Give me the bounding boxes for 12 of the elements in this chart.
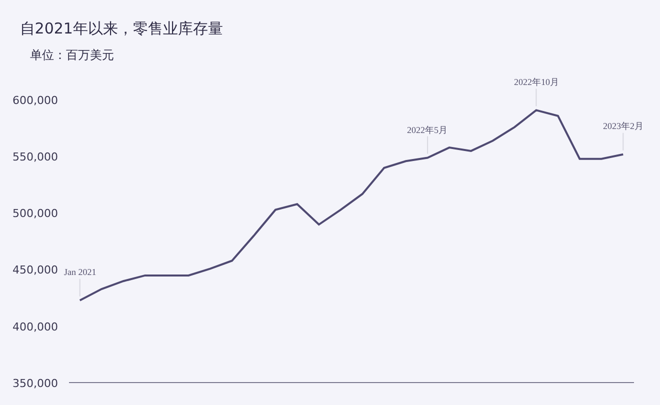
annotation: 2023年2月 (603, 121, 644, 131)
annotation: 2022年10月 (514, 77, 559, 87)
chart-title: 自2021年以来，零售业库存量 (20, 20, 223, 38)
annotation: 2022年5月 (407, 125, 448, 135)
y-tick-label: 400,000 (12, 320, 58, 334)
y-tick-label: 550,000 (12, 150, 58, 164)
annotation: Jan 2021 (64, 267, 96, 277)
y-tick-label: 450,000 (12, 264, 58, 277)
y-tick-label: 350,000 (12, 376, 58, 390)
chart-subtitle: 单位：百万美元 (30, 48, 114, 62)
y-tick-label: 600,000 (12, 94, 58, 107)
y-tick-label: 500,000 (12, 207, 58, 220)
